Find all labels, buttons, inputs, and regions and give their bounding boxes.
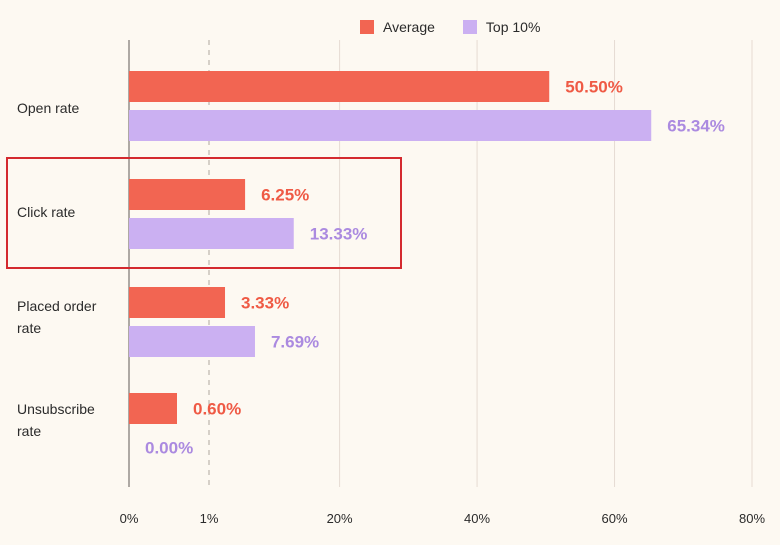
category-label-line: Click rate — [17, 204, 76, 220]
x-tick-label: 20% — [327, 511, 353, 526]
category-label-unsubscribe-rate: Unsubscribe rate — [17, 398, 117, 442]
data-label-average: 0.60% — [193, 400, 241, 419]
category-label-line: rate — [17, 320, 42, 336]
category-label-placed-order-rate: Placed order rate — [17, 295, 117, 339]
category-label-line: rate — [17, 423, 42, 439]
highlight-box-click-rate — [6, 157, 402, 269]
category-label-line: Unsubscribe — [17, 401, 95, 417]
category-label-line: Open rate — [17, 100, 80, 116]
legend: Average Top 10% — [360, 19, 568, 35]
category-label-click-rate: Click rate — [17, 201, 117, 223]
bar-average — [129, 179, 246, 210]
category-label-open-rate: Open rate — [17, 97, 117, 119]
legend-item-average: Average — [360, 19, 435, 35]
legend-swatch-top10 — [462, 20, 477, 34]
bar-top10 — [129, 218, 294, 249]
data-label-top10: 0.00% — [145, 439, 193, 458]
data-label-average: 6.25% — [261, 186, 309, 205]
x-tick-label: 0% — [120, 511, 139, 526]
legend-item-top10: Top 10% — [462, 19, 541, 35]
bar-average — [129, 71, 550, 102]
bar-average — [129, 393, 177, 424]
legend-label-average: Average — [383, 19, 435, 35]
data-label-top10: 13.33% — [310, 225, 368, 244]
x-tick-label: 60% — [602, 511, 628, 526]
bar-top10 — [129, 110, 652, 141]
x-tick-label: 40% — [464, 511, 490, 526]
x-tick-label: 80% — [739, 511, 765, 526]
category-label-line: Placed order — [17, 298, 97, 314]
legend-swatch-average — [360, 20, 374, 34]
x-tick-label: 1% — [200, 511, 219, 526]
data-label-average: 3.33% — [241, 294, 289, 313]
bar-average — [129, 287, 226, 318]
data-label-average: 50.50% — [565, 78, 623, 97]
data-label-top10: 7.69% — [271, 333, 319, 352]
bar-top10 — [129, 326, 255, 357]
legend-label-top10: Top 10% — [485, 19, 541, 35]
data-label-top10: 65.34% — [667, 117, 725, 136]
